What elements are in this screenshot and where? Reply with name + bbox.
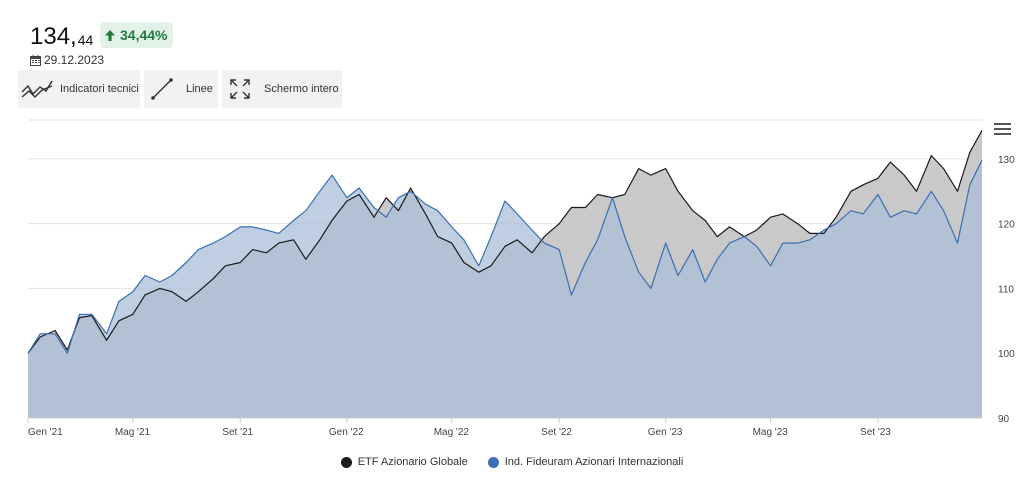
- series-area-2: [28, 160, 982, 418]
- y-tick-label-100: 100: [998, 349, 1015, 360]
- technical-indicators-label: Indicatori tecnici: [60, 83, 139, 95]
- lines-button[interactable]: Linee: [144, 70, 218, 108]
- fullscreen-button[interactable]: Schermo intero: [222, 70, 342, 108]
- lines-label: Linee: [186, 83, 213, 95]
- y-tick-label-90: 90: [998, 414, 1010, 425]
- y-tick-label-130: 130: [998, 155, 1015, 166]
- legend-label-etf: ETF Azionario Globale: [357, 456, 468, 468]
- line-draw-icon: [144, 76, 180, 102]
- series-line-2: [27, 159, 983, 354]
- legend-label-index: Ind. Fideuram Azionari Internazionali: [504, 456, 684, 468]
- legend-marker-etf: [340, 456, 352, 468]
- x-tick-label-5: Set '22: [541, 427, 572, 438]
- series-line-1: [27, 130, 983, 354]
- performance-chart: 90 100 110 120 130 Gen '21 Mag '21 Set '21 Gen '…: [27, 119, 1015, 438]
- calendar-icon: [30, 54, 41, 66]
- x-tick-label-4: Mag '22: [434, 427, 470, 438]
- legend-marker-index: [487, 456, 499, 468]
- y-tick-label-120: 120: [998, 220, 1015, 231]
- chart-menu-icon[interactable]: [994, 123, 1014, 139]
- price-integer: 134,: [30, 23, 77, 50]
- x-tick-label-6: Gen '23: [648, 427, 683, 438]
- x-tick-label-2: Set '21: [222, 427, 253, 438]
- y-tick-label-110: 110: [998, 284, 1014, 295]
- price-date: 29.12.2023: [44, 53, 105, 67]
- change-value: 34,44%: [120, 27, 168, 43]
- indicators-icon: [18, 78, 56, 100]
- fullscreen-label: Schermo intero: [264, 83, 339, 95]
- legend-item-etf[interactable]: ETF Azionario Globale: [340, 456, 468, 468]
- x-tick-label-8: Set '23: [860, 427, 891, 438]
- technical-indicators-button[interactable]: Indicatori tecnici: [18, 70, 140, 108]
- chart-legend: ETF Azionario Globale Ind. Fideuram Azio…: [0, 456, 1024, 468]
- fullscreen-icon: [222, 78, 258, 100]
- price-decimal: 44: [77, 32, 94, 48]
- x-tick-label-7: Mag '23: [753, 427, 789, 438]
- date-row: 29.12.2023: [30, 53, 104, 67]
- x-tick-label-3: Gen '22: [329, 427, 364, 438]
- last-price: 134, 44: [30, 22, 93, 50]
- x-tick-label-1: Mag '21: [115, 427, 151, 438]
- arrow-up-icon: [105, 29, 115, 41]
- change-badge: 34,44%: [100, 22, 174, 48]
- x-tick-label-0: Gen '21: [28, 427, 63, 438]
- legend-item-index[interactable]: Ind. Fideuram Azionari Internazionali: [487, 456, 684, 468]
